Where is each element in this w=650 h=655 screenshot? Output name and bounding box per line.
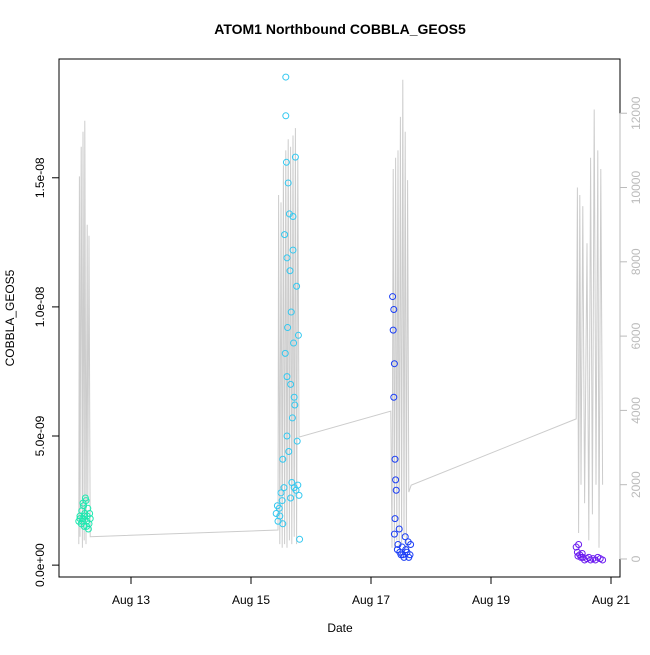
point xyxy=(83,522,91,530)
y2-tick-label: 4000 xyxy=(629,397,643,424)
point xyxy=(293,282,301,290)
point xyxy=(80,512,88,520)
point xyxy=(282,112,290,120)
point xyxy=(282,73,290,81)
point xyxy=(288,414,296,422)
x-tick-label: Aug 19 xyxy=(472,593,510,607)
point xyxy=(290,339,298,347)
point xyxy=(401,533,409,541)
point xyxy=(289,213,297,221)
y2-tick-label: 8000 xyxy=(629,248,643,275)
point xyxy=(290,393,298,401)
point xyxy=(282,158,290,166)
x-tick-label: Aug 21 xyxy=(592,593,630,607)
point xyxy=(407,540,415,548)
point xyxy=(599,556,607,564)
chart-title: ATOM1 Northbound COBBLA_GEOS5 xyxy=(214,21,466,37)
y2-tick-label: 6000 xyxy=(629,322,643,349)
point xyxy=(296,535,304,543)
point xyxy=(281,231,289,239)
y2-tick-label: 10000 xyxy=(629,171,643,205)
point xyxy=(287,380,295,388)
point xyxy=(294,481,302,489)
point xyxy=(280,484,288,492)
y2-tick-label: 2000 xyxy=(629,471,643,498)
y2-tick-label: 0 xyxy=(629,555,643,562)
point xyxy=(86,515,94,523)
y-tick-label: 5.0e-09 xyxy=(33,415,47,456)
point xyxy=(293,437,301,445)
x-tick-label: Aug 17 xyxy=(352,593,390,607)
point xyxy=(276,512,284,520)
point xyxy=(402,546,410,554)
line xyxy=(78,79,604,548)
y-tick-label: 0.0e+00 xyxy=(33,543,47,587)
point xyxy=(283,373,291,381)
point xyxy=(294,331,302,339)
point xyxy=(393,546,401,554)
point xyxy=(279,520,287,528)
point xyxy=(295,491,303,499)
point xyxy=(284,179,292,187)
x-tick-label: Aug 15 xyxy=(232,593,270,607)
point xyxy=(291,401,299,409)
point xyxy=(578,550,586,558)
point xyxy=(283,432,291,440)
point xyxy=(395,525,403,533)
point xyxy=(389,293,397,301)
y2-tick-label: 12000 xyxy=(629,96,643,130)
point xyxy=(392,486,400,494)
point xyxy=(405,553,413,561)
point xyxy=(289,246,297,254)
y-tick-label: 1.5e-08 xyxy=(33,157,47,198)
point xyxy=(283,254,291,262)
point xyxy=(281,349,289,357)
point xyxy=(390,393,398,401)
point xyxy=(86,509,94,517)
point xyxy=(392,476,400,484)
y-axis-label: COBBLA_GEOS5 xyxy=(3,269,17,366)
point xyxy=(390,530,398,538)
point xyxy=(275,504,283,512)
point xyxy=(285,448,293,456)
point xyxy=(287,308,295,316)
point xyxy=(284,324,292,332)
point xyxy=(389,326,397,334)
point xyxy=(390,360,398,368)
y-tick-label: 1.0e-08 xyxy=(33,286,47,327)
point xyxy=(286,267,294,275)
point xyxy=(391,455,399,463)
point xyxy=(575,540,583,548)
point xyxy=(287,494,295,502)
x-tick-label: Aug 13 xyxy=(112,593,150,607)
point xyxy=(79,499,87,507)
x-axis-label: Date xyxy=(327,621,353,635)
point xyxy=(278,497,286,505)
point xyxy=(291,153,299,161)
point xyxy=(279,455,287,463)
point xyxy=(391,515,399,523)
point xyxy=(399,551,407,559)
point xyxy=(277,489,285,497)
point xyxy=(390,305,398,313)
